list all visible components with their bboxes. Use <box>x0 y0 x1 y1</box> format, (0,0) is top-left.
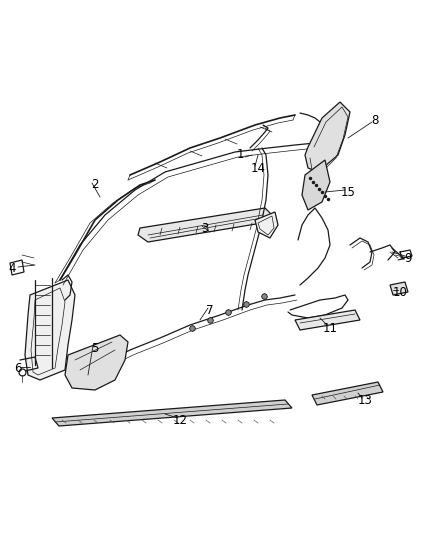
Text: 5: 5 <box>91 342 99 354</box>
Polygon shape <box>312 382 383 405</box>
Polygon shape <box>390 282 408 295</box>
Polygon shape <box>65 335 128 390</box>
Polygon shape <box>302 160 330 210</box>
Text: 14: 14 <box>251 161 265 174</box>
Polygon shape <box>138 208 272 242</box>
Polygon shape <box>52 400 292 426</box>
Polygon shape <box>305 102 350 172</box>
Text: 10: 10 <box>392 286 407 298</box>
Text: 7: 7 <box>206 303 214 317</box>
Text: 12: 12 <box>173 414 187 426</box>
Polygon shape <box>255 212 278 238</box>
Polygon shape <box>25 280 75 380</box>
Polygon shape <box>295 310 360 330</box>
Text: 1: 1 <box>236 149 244 161</box>
Text: 13: 13 <box>357 393 372 407</box>
Text: 3: 3 <box>201 222 208 235</box>
Text: 4: 4 <box>8 262 16 274</box>
Text: 8: 8 <box>371 114 379 126</box>
Text: 15: 15 <box>341 185 356 198</box>
Text: 9: 9 <box>404 252 412 264</box>
Text: 6: 6 <box>14 361 22 375</box>
Text: 2: 2 <box>91 179 99 191</box>
Text: 11: 11 <box>322 321 338 335</box>
